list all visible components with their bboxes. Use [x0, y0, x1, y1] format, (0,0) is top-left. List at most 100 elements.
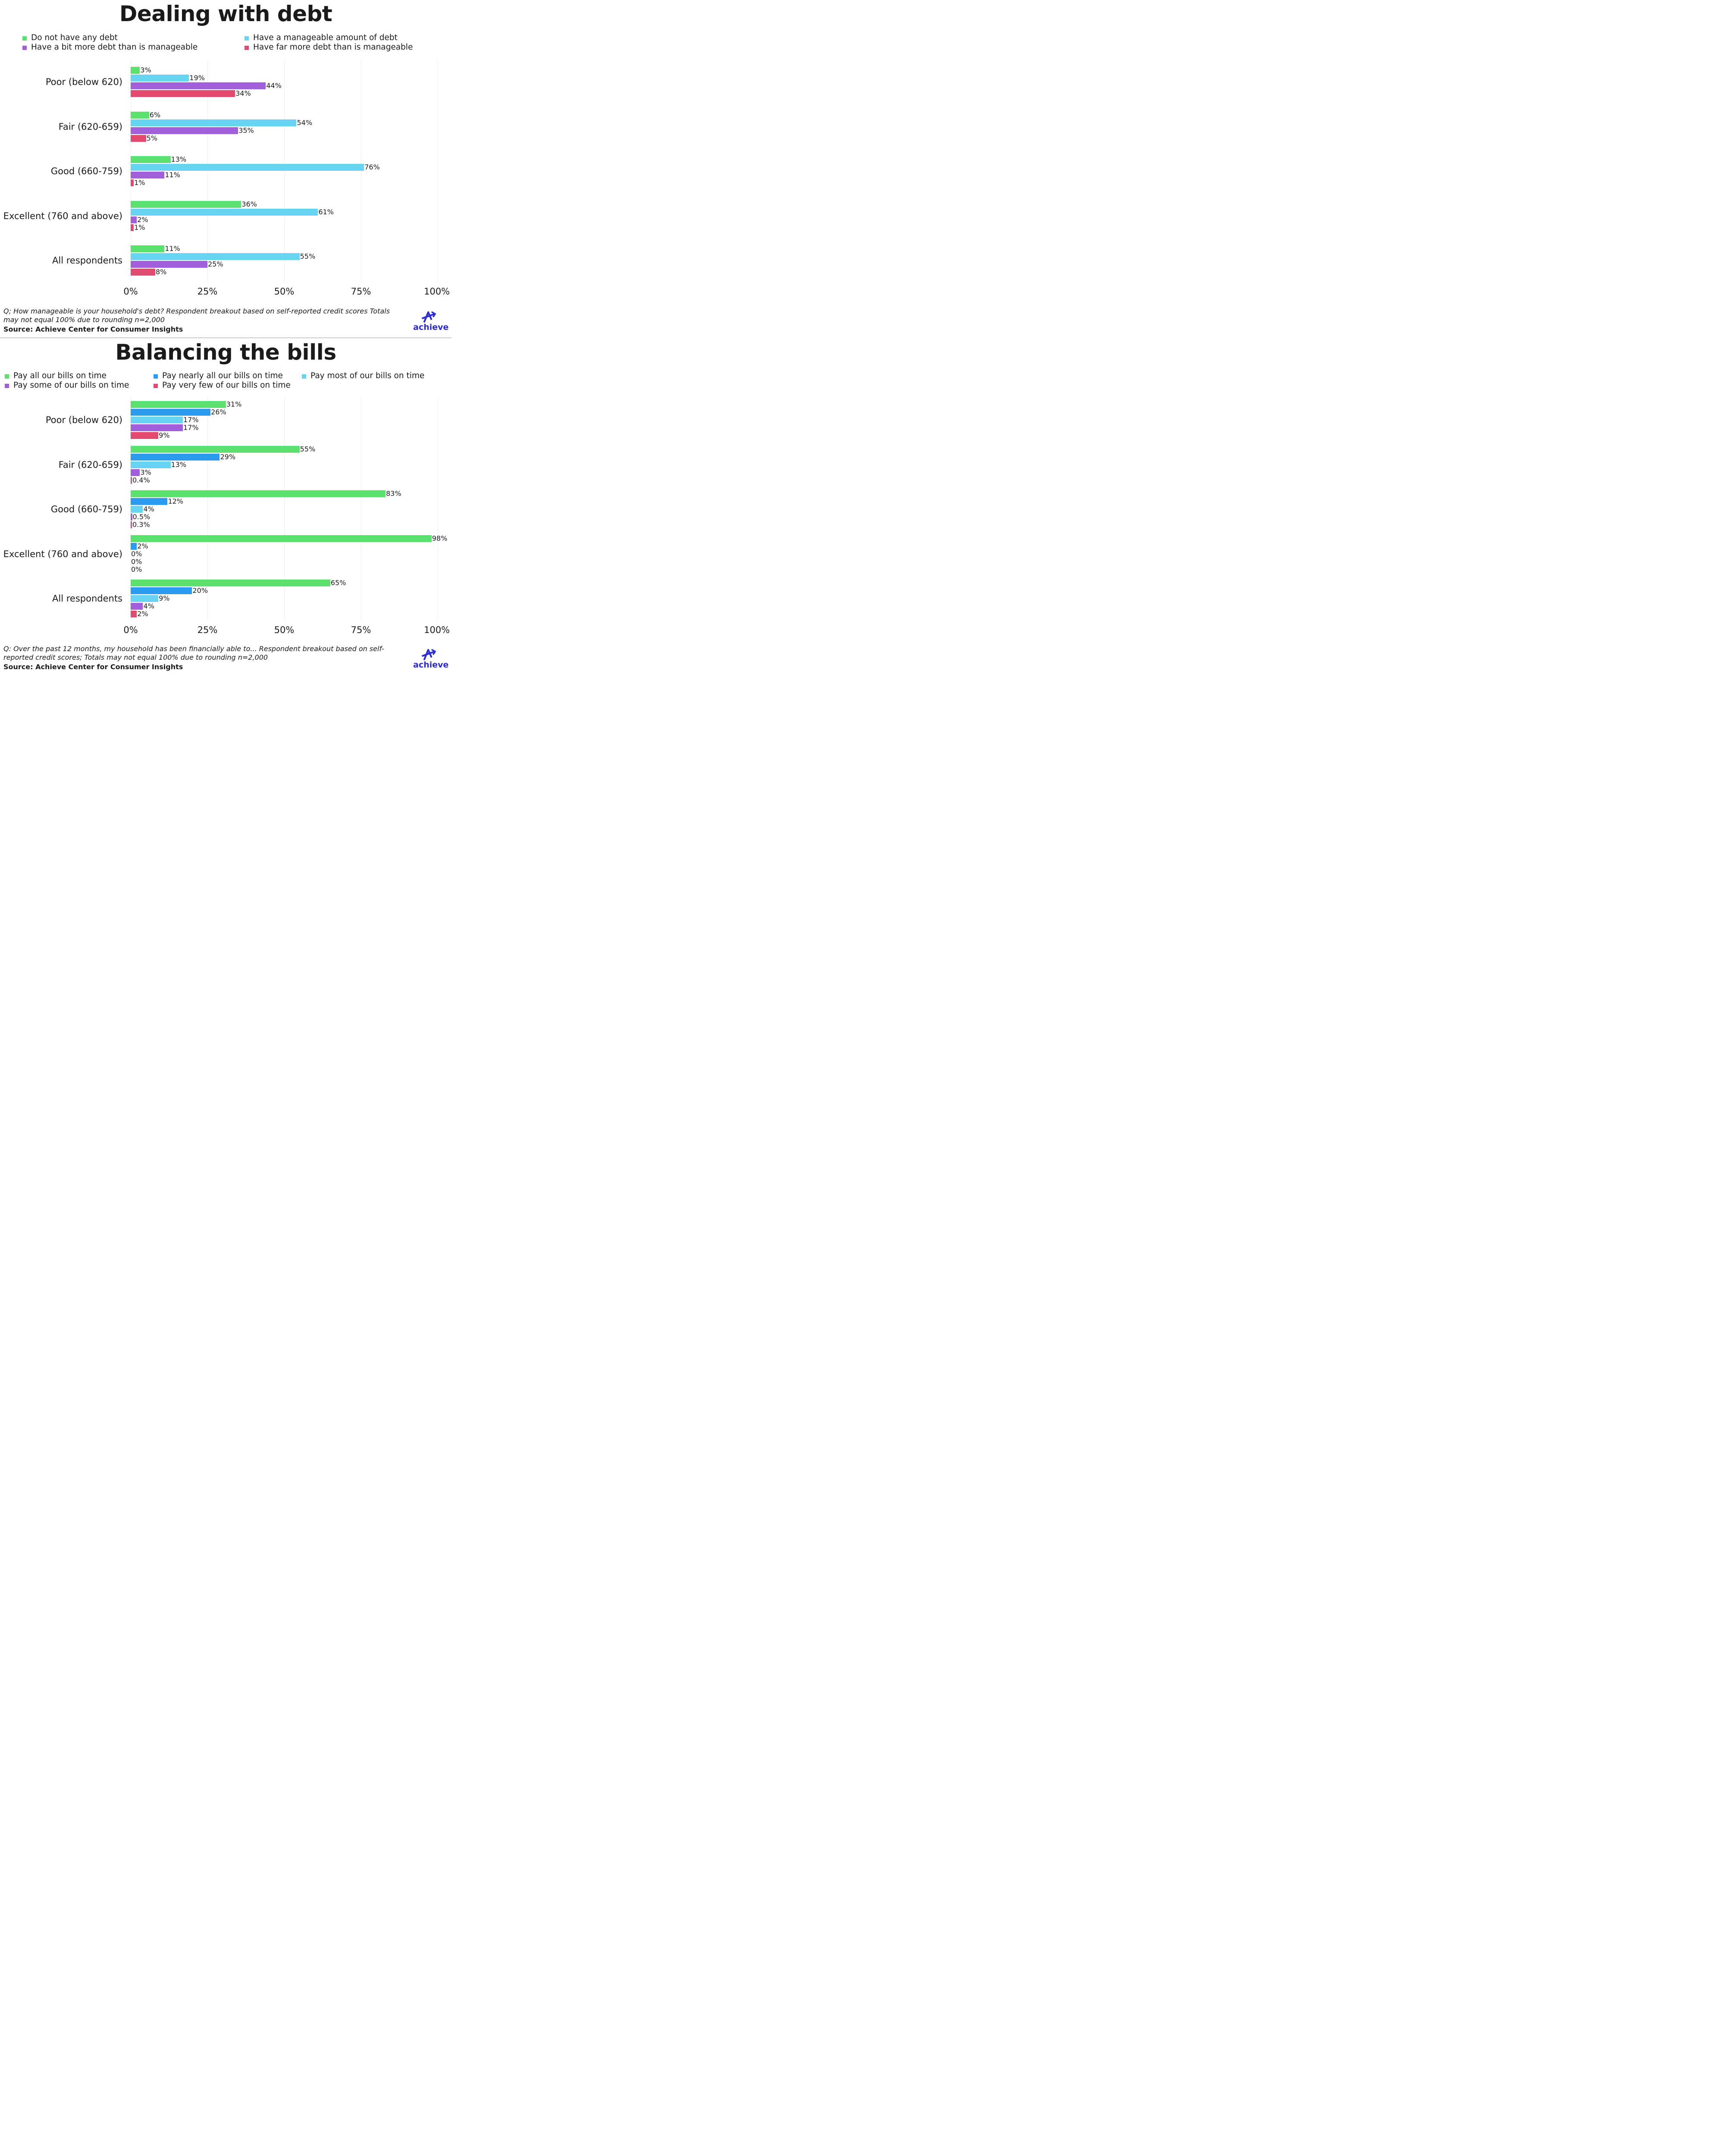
x-tick-label: 75%	[351, 625, 371, 635]
legend-swatch	[245, 36, 249, 41]
bar	[131, 179, 134, 186]
data-label: 83%	[386, 489, 401, 498]
bar	[131, 587, 192, 594]
data-label: 26%	[211, 408, 226, 416]
data-label: 19%	[189, 74, 205, 82]
x-tick-label: 0%	[123, 286, 138, 297]
legend-label: Pay nearly all our bills on time	[162, 371, 283, 380]
x-tick-label: 0%	[123, 625, 138, 635]
legend-label: Have far more debt than is manageable	[253, 43, 413, 52]
gridline	[207, 397, 208, 620]
data-label: 34%	[235, 89, 251, 97]
bar	[131, 432, 159, 439]
bar	[131, 82, 266, 89]
category-label: Poor (below 620)	[45, 415, 122, 425]
bar	[131, 521, 132, 528]
x-tick-label: 25%	[197, 625, 218, 635]
bar	[131, 490, 386, 497]
bar	[131, 119, 297, 126]
data-label: 17%	[183, 416, 199, 424]
data-label: 9%	[159, 594, 170, 602]
data-label: 17%	[183, 423, 199, 432]
data-label: 13%	[171, 155, 187, 163]
data-label: 1%	[134, 223, 145, 232]
bar	[131, 469, 140, 476]
data-label: 0.5%	[132, 513, 151, 521]
data-label: 0%	[131, 557, 142, 566]
data-label: 5%	[146, 134, 157, 142]
bar	[131, 269, 155, 276]
category-label: Good (660-759)	[50, 166, 122, 176]
bar	[131, 445, 300, 453]
x-tick-label: 50%	[274, 286, 295, 297]
data-label: 65%	[330, 579, 346, 587]
x-tick-label: 100%	[423, 625, 450, 635]
bar	[131, 498, 168, 505]
bar	[131, 595, 159, 602]
data-label: 2%	[137, 610, 148, 618]
bar	[131, 135, 146, 142]
bar	[131, 535, 432, 542]
category-label: All respondents	[52, 255, 122, 266]
data-label: 11%	[165, 244, 180, 253]
category-label: Excellent (760 and above)	[3, 210, 122, 221]
achieve-logo-text: achieve	[413, 660, 449, 670]
data-label: 36%	[242, 200, 257, 208]
data-label: 44%	[266, 81, 282, 90]
bar	[131, 201, 242, 208]
achieve-logo-text: achieve	[413, 323, 449, 332]
bar	[131, 111, 149, 119]
data-label: 3%	[140, 66, 151, 74]
data-label: 13%	[171, 460, 187, 469]
achieve-logo: achieve	[413, 310, 448, 333]
gridline	[284, 60, 285, 282]
bar	[131, 409, 211, 416]
bar	[131, 453, 220, 461]
data-label: 11%	[165, 171, 180, 179]
data-label: 0%	[131, 565, 142, 573]
achieve-logo-icon	[422, 310, 437, 323]
bar	[131, 476, 132, 484]
category-label: Fair (620-659)	[58, 459, 122, 470]
bar	[131, 603, 143, 610]
category-label: Fair (620-659)	[58, 121, 122, 132]
data-label: 98%	[432, 534, 448, 542]
bar	[131, 127, 238, 134]
data-label: 12%	[168, 497, 183, 505]
category-label: Poor (below 620)	[45, 77, 122, 87]
bills-chart-panel: Balancing the bills Pay all our bills on …	[0, 338, 452, 677]
bar	[131, 164, 364, 171]
data-label: 20%	[192, 586, 208, 595]
question-note: Q: Over the past 12 months, my household…	[3, 645, 384, 661]
question-note: Q; How manageable is your household's de…	[3, 307, 390, 324]
bar	[131, 253, 300, 260]
legend-swatch	[5, 374, 9, 379]
bar	[131, 261, 207, 268]
bar	[131, 208, 318, 216]
bar	[131, 172, 165, 179]
data-label: 2%	[137, 542, 148, 550]
bar	[131, 514, 132, 520]
bar	[131, 417, 183, 423]
data-label: 6%	[149, 110, 161, 119]
source-note: Source: Achieve Center for Consumer Insi…	[3, 663, 183, 671]
legend-label: Have a bit more debt than is manageable	[31, 43, 198, 52]
data-label: 61%	[318, 207, 334, 216]
legend-label: Pay all our bills on time	[13, 371, 107, 380]
bar	[131, 580, 330, 586]
data-label: 8%	[155, 268, 167, 276]
data-label: 35%	[238, 126, 254, 135]
data-label: 0%	[131, 549, 142, 558]
bar	[131, 611, 137, 617]
x-tick-label: 100%	[423, 286, 450, 297]
legend-swatch	[22, 46, 27, 50]
bar	[131, 156, 171, 163]
data-label: 25%	[208, 260, 223, 268]
legend-label: Do not have any debt	[31, 33, 118, 42]
legend-swatch	[22, 36, 27, 41]
legend-swatch	[154, 374, 158, 379]
data-label: 9%	[159, 431, 170, 439]
data-label: 0.4%	[132, 476, 150, 484]
legend-label: Pay very few of our bills on time	[162, 381, 291, 390]
gridline	[207, 60, 208, 282]
